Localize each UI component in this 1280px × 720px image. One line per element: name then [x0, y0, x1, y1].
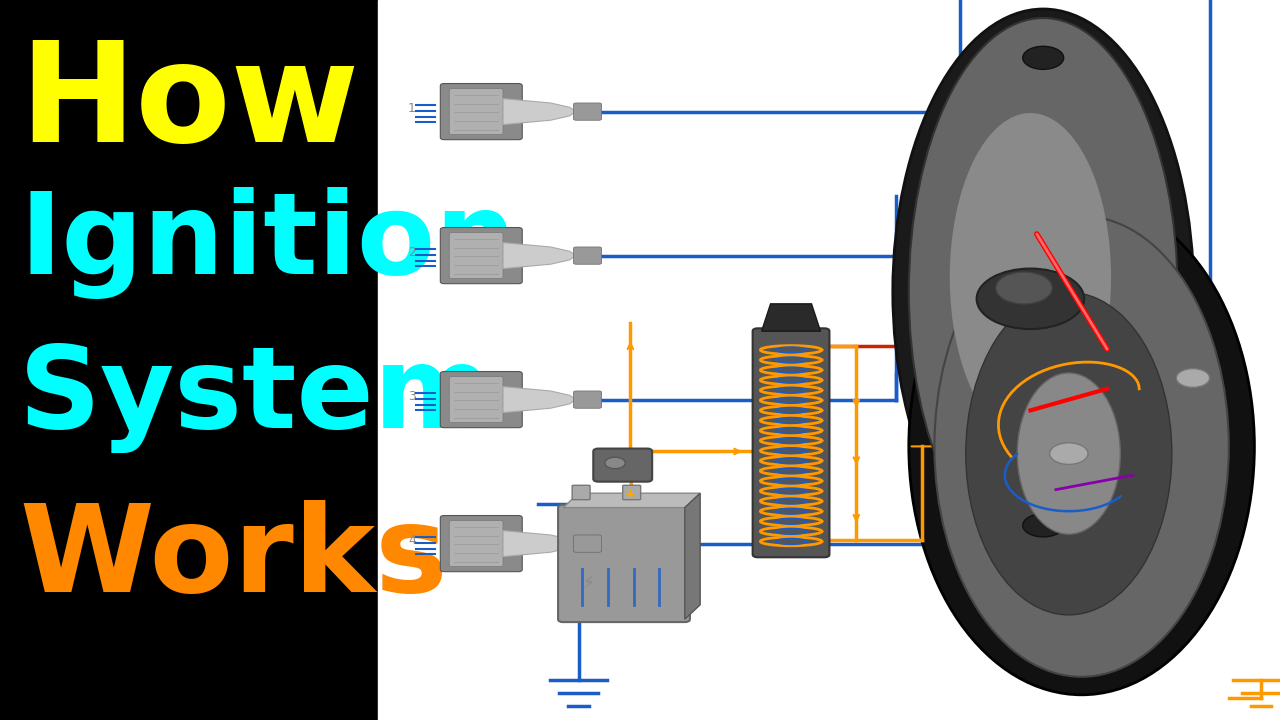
Text: 2: 2 — [408, 246, 416, 258]
Text: Works: Works — [19, 500, 448, 618]
FancyBboxPatch shape — [573, 391, 602, 408]
FancyBboxPatch shape — [440, 228, 522, 284]
Circle shape — [977, 269, 1084, 329]
Text: Ignition: Ignition — [19, 187, 516, 300]
Text: +: + — [625, 488, 636, 501]
FancyBboxPatch shape — [440, 372, 522, 428]
Ellipse shape — [909, 18, 1178, 565]
Text: How: How — [19, 36, 360, 171]
Ellipse shape — [966, 292, 1172, 615]
Bar — [0, 0, 378, 720]
Bar — [378, 0, 1280, 720]
Circle shape — [1050, 443, 1088, 464]
Ellipse shape — [1018, 373, 1120, 534]
Ellipse shape — [950, 113, 1111, 441]
FancyBboxPatch shape — [623, 485, 640, 500]
FancyBboxPatch shape — [449, 377, 503, 423]
Text: System: System — [19, 342, 494, 453]
FancyBboxPatch shape — [440, 516, 522, 572]
FancyBboxPatch shape — [573, 103, 602, 120]
FancyBboxPatch shape — [573, 247, 602, 264]
Text: 1: 1 — [408, 102, 416, 114]
FancyBboxPatch shape — [449, 521, 503, 567]
Circle shape — [604, 457, 625, 469]
Text: 4: 4 — [408, 534, 416, 546]
Ellipse shape — [909, 198, 1254, 695]
FancyBboxPatch shape — [572, 485, 590, 500]
Text: ⚡: ⚡ — [582, 575, 594, 592]
Polygon shape — [563, 493, 700, 508]
FancyBboxPatch shape — [753, 328, 829, 557]
Polygon shape — [503, 387, 576, 413]
FancyBboxPatch shape — [449, 89, 503, 135]
Ellipse shape — [934, 216, 1229, 677]
Circle shape — [1023, 46, 1064, 69]
Polygon shape — [503, 243, 576, 269]
FancyBboxPatch shape — [440, 84, 522, 140]
Ellipse shape — [892, 9, 1193, 575]
Circle shape — [1023, 514, 1064, 537]
Polygon shape — [762, 304, 820, 331]
FancyBboxPatch shape — [594, 449, 652, 482]
Polygon shape — [503, 531, 576, 557]
Circle shape — [1176, 369, 1210, 387]
FancyBboxPatch shape — [573, 535, 602, 552]
FancyBboxPatch shape — [449, 233, 503, 279]
Polygon shape — [503, 99, 576, 125]
Text: 3: 3 — [408, 390, 416, 402]
Polygon shape — [685, 493, 700, 619]
FancyBboxPatch shape — [558, 505, 690, 622]
Circle shape — [996, 272, 1052, 304]
